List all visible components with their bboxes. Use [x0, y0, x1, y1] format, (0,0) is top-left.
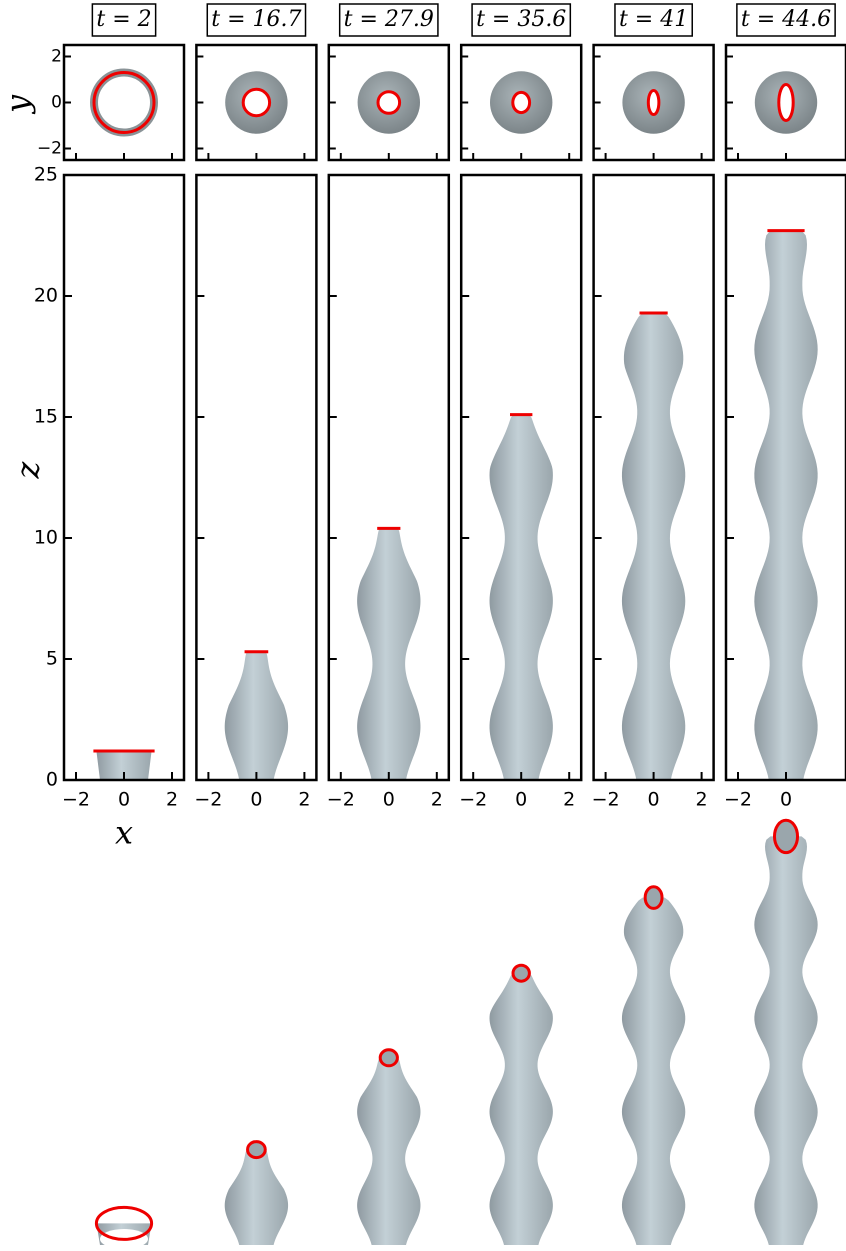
- x-tick-label: −2: [459, 789, 487, 811]
- inset-ring: [513, 92, 530, 112]
- inset-ring: [648, 91, 659, 115]
- x-tick-label: 2: [696, 789, 708, 811]
- inset-y-tick-label: −2: [37, 139, 62, 159]
- jet-3d-tip: [248, 1142, 266, 1158]
- x-tick-label: 0: [648, 789, 660, 811]
- x-tick-label: 0: [250, 789, 262, 811]
- jet-3d-tip: [513, 965, 529, 981]
- x-tick-label: −2: [327, 789, 355, 811]
- x-axis-label: x: [115, 814, 133, 852]
- z-tick-label: 20: [34, 285, 58, 307]
- inset-ring: [779, 85, 793, 121]
- x-tick-label: 2: [166, 789, 178, 811]
- panel-title: t = 16.7: [211, 7, 301, 32]
- z-tick-label: 5: [46, 648, 58, 670]
- x-tick-label: 2: [431, 789, 443, 811]
- x-tick-label: −2: [592, 789, 620, 811]
- jet-3d: [490, 973, 553, 1245]
- jet-profile: [225, 652, 288, 780]
- x-tick-label: 0: [383, 789, 395, 811]
- x-tick-label: 2: [563, 789, 575, 811]
- jet-profile: [490, 415, 553, 780]
- x-tick-label: 0: [118, 789, 130, 811]
- jet-profile: [754, 231, 817, 780]
- x-tick-label: 0: [780, 789, 792, 811]
- x-tick-label: −2: [194, 789, 222, 811]
- jet-3d: [357, 1058, 420, 1245]
- inset-y-tick-label: 2: [51, 47, 62, 67]
- page: t = 2−2020510152025−202xzyt = 16.7−202t …: [0, 0, 846, 1251]
- jet-3d-tip: [645, 887, 662, 909]
- jet-3d: [622, 898, 685, 1245]
- y-axis-label: y: [0, 94, 37, 115]
- z-axis-label: z: [9, 460, 47, 479]
- jet-3d: [754, 836, 817, 1245]
- panel-frame: [64, 175, 184, 780]
- z-tick-label: 15: [34, 406, 58, 428]
- z-tick-label: 25: [34, 164, 58, 186]
- jet-3d: [225, 1150, 288, 1245]
- z-tick-label: 10: [34, 527, 58, 549]
- panel-title: t = 41: [619, 7, 688, 32]
- inset-frame: [64, 45, 184, 160]
- panel-title: t = 35.6: [476, 7, 566, 32]
- inset-ring: [94, 73, 154, 133]
- figure: t = 2−2020510152025−202xzyt = 16.7−202t …: [0, 0, 846, 1251]
- jet-profile: [357, 528, 420, 780]
- inset-ring: [243, 89, 269, 115]
- jet-profile: [622, 313, 685, 780]
- x-tick-label: −2: [62, 789, 90, 811]
- panel-title: t = 27.9: [344, 7, 434, 32]
- panel-title: t = 44.6: [741, 7, 831, 32]
- x-tick-label: −2: [724, 789, 752, 811]
- panel-title: t = 2: [96, 7, 151, 32]
- x-tick-label: 0: [515, 789, 527, 811]
- inset-ring: [378, 92, 400, 114]
- inset-y-tick-label: 0: [51, 93, 62, 113]
- x-tick-label: 2: [298, 789, 310, 811]
- z-tick-label: 0: [46, 769, 58, 791]
- jet-3d-tip: [380, 1050, 397, 1066]
- jet-3d-tip: [774, 820, 797, 852]
